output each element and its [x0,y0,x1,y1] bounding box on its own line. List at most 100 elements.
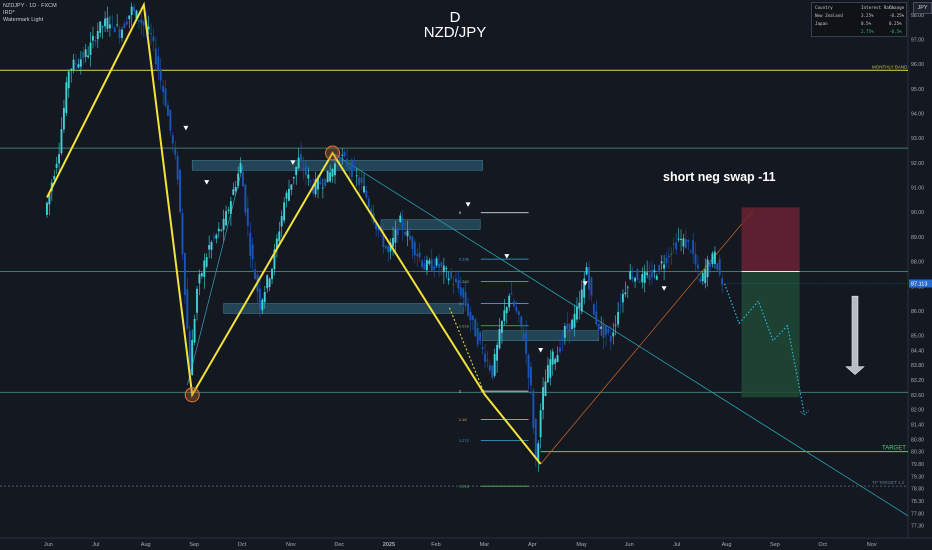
candle-body [636,269,639,280]
candle-body [341,154,344,156]
candle-body [94,39,97,42]
currency-badge[interactable]: JPY [913,2,932,14]
candle-body [167,105,169,116]
x-tick-label: Sep [189,542,199,548]
candle-body [326,170,329,183]
candle-body [292,176,295,179]
x-tick-label: 2025 [383,542,395,548]
y-tick-label: 77.80 [911,511,924,517]
candle-body [174,148,177,155]
candle-body [227,209,230,211]
y-tick-label: 82.00 [911,408,924,414]
y-tick-label: 96.00 [911,62,924,68]
candle-body [121,29,123,38]
candle-body [687,239,690,243]
candle-body [370,208,373,216]
candle-body [232,189,235,195]
candle-body [324,178,327,187]
candle-body [566,324,569,330]
candle-body [140,19,143,24]
candle-body [263,292,266,303]
candle-body [254,269,257,279]
x-tick-label: Feb [431,542,440,548]
candle-body [404,232,407,235]
candle-body [96,31,99,40]
signal-triangle [465,202,471,207]
level-label: TP TARGET 1.2 [872,480,905,485]
candle-body [655,275,658,280]
candle-body [684,239,687,249]
candle-body [624,292,627,295]
candle-body [561,339,564,340]
candle-body [421,260,423,268]
trendline [187,165,244,386]
candle-body [602,324,605,338]
candle-body [621,293,624,303]
candle-body [462,288,465,298]
candle-body [162,85,165,93]
candle-body [329,172,332,182]
candle-body [244,184,247,213]
candle-body [496,344,499,361]
y-tick-label: 78.80 [911,487,924,493]
level-label: MONTHLY BAND [872,64,908,69]
level-label: TARGET [882,446,906,452]
fib-level-label: 1.18 [459,417,468,422]
x-tick-label: Dec [334,542,344,548]
candle-body [164,88,167,106]
candle-body [212,236,215,238]
chart-interval-title: D [449,9,461,26]
candle-body [694,253,697,265]
candle-body [394,229,397,243]
candle-body [104,18,106,27]
candle-body [454,278,457,283]
candle-body [159,69,162,81]
y-tick-label: 80.30 [911,450,924,456]
projection-arrowhead [800,410,809,416]
candle-body [413,242,416,256]
rate-table-header-row: Country Interest Rate Change [812,4,906,12]
candle-body [142,21,145,26]
y-tick-label: 88.00 [911,260,924,266]
candle-body [575,306,578,320]
fib-level-label: 1 [459,389,462,394]
candle-body [75,63,77,65]
candle-body [331,169,334,177]
candle-body [171,135,174,144]
candle-body [217,228,220,232]
candle-body [79,59,82,67]
candle-body [242,172,244,187]
candle-body [551,351,554,365]
symbol-line: NZDJPY · 1D · FXCM [3,3,57,9]
candle-body [186,289,189,329]
candle-body [271,268,273,280]
supply-demand-zone [223,303,464,314]
candle-body [261,299,264,311]
candle-body [699,278,702,282]
y-tick-label: 86.00 [911,309,924,315]
candle-body [307,174,310,179]
signal-triangle [504,254,510,259]
pivot-marker [184,387,200,403]
last-price-badge [909,279,932,288]
candle-body [641,274,644,283]
candle-body [82,52,85,59]
price-axis-panel [908,0,932,550]
candle-body [384,245,387,249]
candle-body [585,267,588,275]
pivot-marker [325,145,341,161]
candle-body [508,295,511,308]
candle-body [229,201,232,214]
candle-body [665,257,668,264]
x-tick-label: Oct [238,542,247,548]
candle-body [607,328,610,333]
candle-body [631,277,634,280]
candle-body [653,270,656,273]
x-tick-label: Nov [286,542,296,548]
candle-body [367,198,370,208]
candle-body [62,107,65,130]
candle-body [278,231,281,242]
candle-body [375,223,378,230]
candle-body [609,336,612,342]
